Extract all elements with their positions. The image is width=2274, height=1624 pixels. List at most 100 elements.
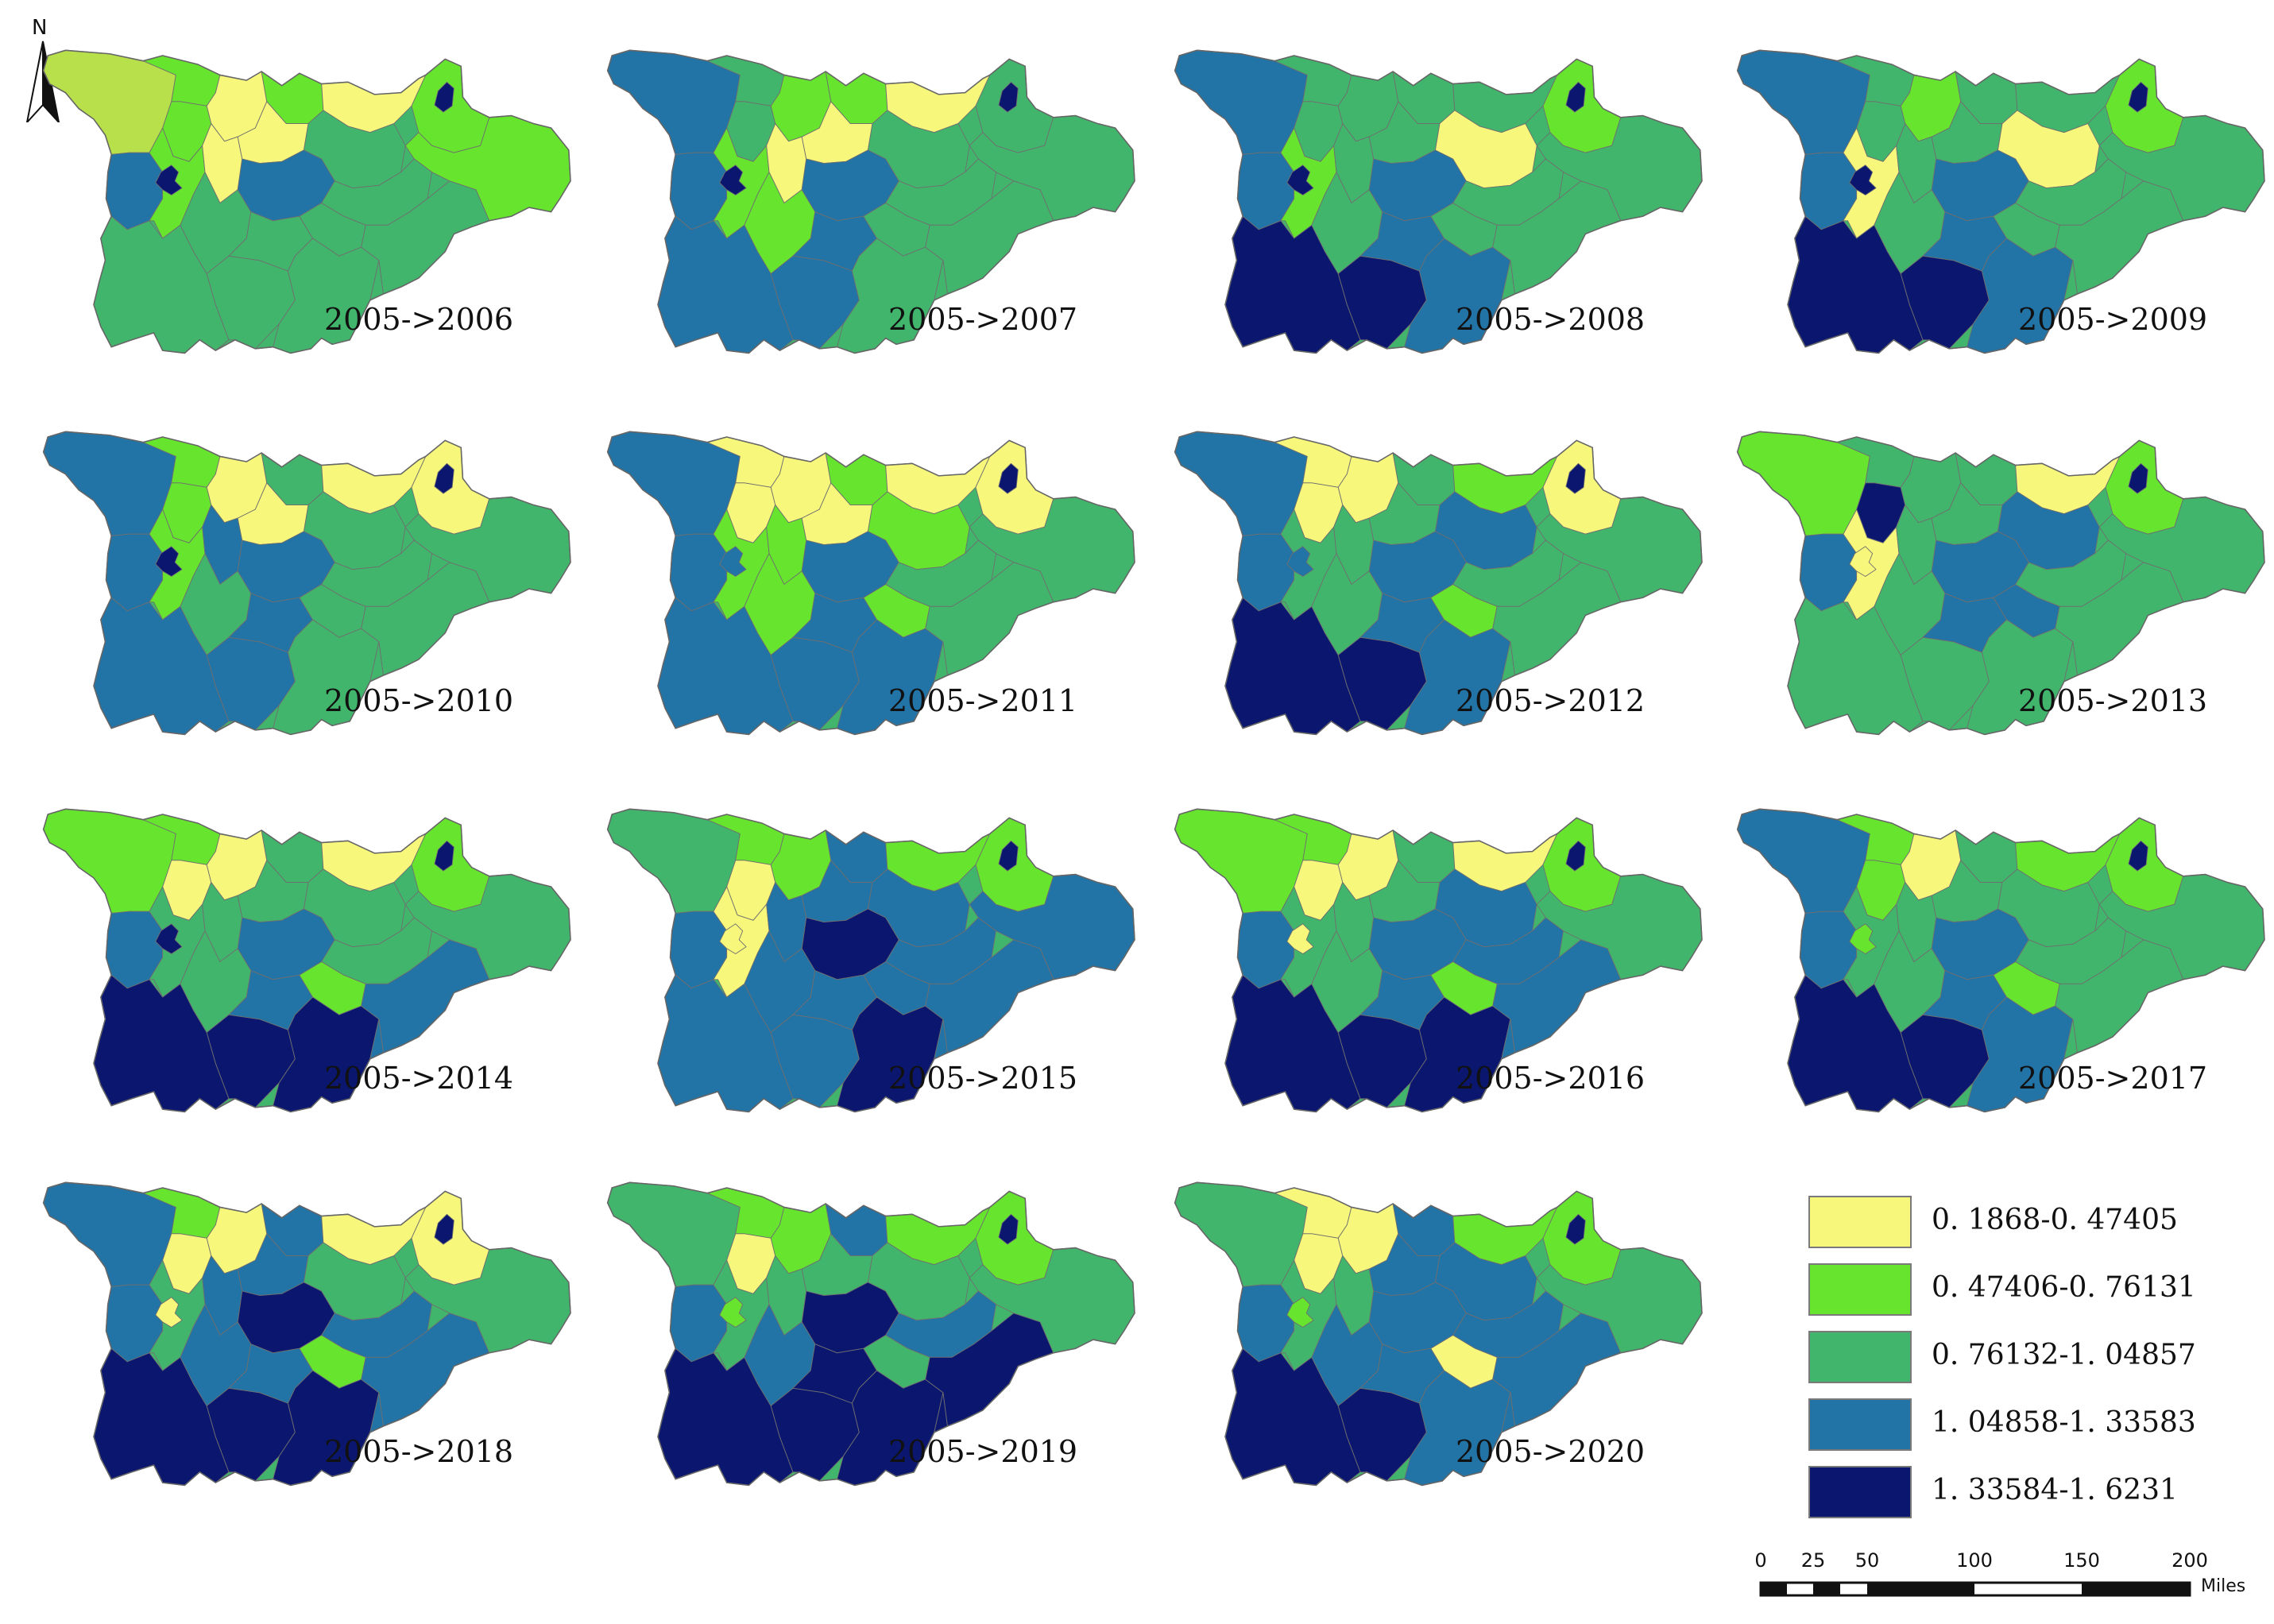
map-region: [719, 1297, 747, 1328]
map-region: [1286, 1297, 1314, 1328]
map-region: [2128, 840, 2148, 872]
map-region: [434, 840, 454, 872]
map-region: [434, 81, 454, 113]
panel-label: 2005->2006: [324, 302, 514, 337]
map-boundary: [606, 808, 1135, 1113]
panel-label: 2005->2012: [1456, 683, 1646, 718]
legend-item: 0. 47406-0. 76131: [1808, 1263, 2253, 1319]
legend: 0. 1868-0. 47405 0. 47406-0. 76131 0. 76…: [1808, 1196, 2253, 1529]
map-boundary: [42, 808, 571, 1113]
panel-label: 2005->2008: [1456, 302, 1646, 337]
map-boundary: [1736, 431, 2265, 736]
map-region: [998, 840, 1019, 872]
legend-swatch: [1808, 1331, 1912, 1383]
panel-label: 2005->2009: [2018, 302, 2208, 337]
scale-bar: 0 25 50 100 150 200 Miles: [1748, 1549, 2264, 1621]
scale-bar-graphic: [1759, 1581, 2191, 1597]
map-region: [1286, 164, 1314, 196]
panel-label: 2005->2017: [2018, 1061, 2208, 1096]
choropleth-map: [606, 49, 1135, 354]
map-panel: 2005->2013: [1724, 421, 2274, 763]
map-panel: 2005->2008: [1162, 40, 1718, 381]
legend-label: 1. 04858-1. 33583: [1932, 1406, 2196, 1439]
choropleth-map: [1736, 431, 2265, 736]
map-region: [155, 164, 183, 196]
map-region: [155, 546, 183, 577]
map-panel: 2005->2010: [30, 421, 586, 763]
map-region: [998, 1213, 1019, 1245]
map-panel: 2005->2015: [594, 798, 1151, 1140]
scale-tick-label: 150: [2063, 1549, 2100, 1572]
legend-item: 1. 04858-1. 33583: [1808, 1398, 2253, 1454]
map-region: [1565, 840, 1586, 872]
legend-swatch: [1808, 1263, 1912, 1316]
legend-label: 0. 76132-1. 04857: [1932, 1339, 2196, 1371]
map-boundary: [42, 1181, 571, 1487]
legend-item: 1. 33584-1. 6231: [1808, 1466, 2253, 1522]
map-region: [155, 923, 183, 954]
map-region: [1565, 81, 1586, 113]
choropleth-map: [1174, 431, 1703, 736]
panel-label: 2005->2020: [1456, 1434, 1646, 1469]
panel-label: 2005->2014: [324, 1061, 514, 1096]
map-panel: 2005->2018: [30, 1172, 586, 1514]
scale-tick-label: 100: [1956, 1549, 1993, 1572]
scale-tick-label: 0: [1754, 1549, 1767, 1572]
scale-tick-label: 200: [2172, 1549, 2208, 1572]
map-region: [998, 81, 1019, 113]
scale-tick-label: 50: [1854, 1549, 1880, 1572]
map-region: [2128, 81, 2148, 113]
choropleth-map: [1736, 49, 2265, 354]
map-boundary: [42, 49, 571, 354]
panel-label: 2005->2019: [888, 1434, 1078, 1469]
map-region: [2128, 462, 2148, 494]
choropleth-map: [1174, 808, 1703, 1113]
choropleth-map: [1174, 1181, 1703, 1487]
map-boundary: [606, 431, 1135, 736]
map-region: [719, 164, 747, 196]
choropleth-map: [606, 431, 1135, 736]
map-panel: 2005->2007: [594, 40, 1151, 381]
choropleth-map: [606, 808, 1135, 1113]
choropleth-map: [1174, 49, 1703, 354]
choropleth-map: [42, 431, 571, 736]
panel-label: 2005->2016: [1456, 1061, 1646, 1096]
map-region: [1286, 546, 1314, 577]
map-boundary: [606, 1181, 1135, 1487]
north-label: N: [32, 16, 48, 40]
legend-label: 0. 47406-0. 76131: [1932, 1271, 2196, 1304]
legend-swatch: [1808, 1196, 1912, 1248]
map-panel: 2005->2019: [594, 1172, 1151, 1514]
map-region: [434, 462, 454, 494]
map-region: [1849, 164, 1877, 196]
map-panel: 2005->2009: [1724, 40, 2274, 381]
scale-tick-label: 25: [1800, 1549, 1826, 1572]
panel-label: 2005->2011: [888, 683, 1078, 718]
scale-unit: Miles: [2201, 1576, 2246, 1596]
map-region: [434, 1213, 454, 1245]
legend-swatch: [1808, 1466, 1912, 1518]
map-boundary: [1736, 49, 2265, 354]
panel-label: 2005->2010: [324, 683, 514, 718]
map-boundary: [1174, 808, 1703, 1113]
map-panel: 2005->2006: [30, 40, 586, 381]
map-panel: 2005->2016: [1162, 798, 1718, 1140]
map-boundary: [1174, 49, 1703, 354]
map-panel: 2005->2017: [1724, 798, 2274, 1140]
map-region: [719, 923, 747, 954]
map-panel: 2005->2012: [1162, 421, 1718, 763]
map-region: [155, 1297, 183, 1328]
map-panel: 2005->2020: [1162, 1172, 1718, 1514]
legend-label: 0. 1868-0. 47405: [1932, 1204, 2178, 1236]
legend-swatch: [1808, 1398, 1912, 1451]
map-boundary: [1174, 431, 1703, 736]
map-boundary: [1736, 808, 2265, 1113]
map-panel: 2005->2014: [30, 798, 586, 1140]
panel-label: 2005->2013: [2018, 683, 2208, 718]
panel-label: 2005->2007: [888, 302, 1078, 337]
map-region: [1849, 546, 1877, 577]
panel-label: 2005->2018: [324, 1434, 514, 1469]
panel-label: 2005->2015: [888, 1061, 1078, 1096]
choropleth-map: [42, 1181, 571, 1487]
map-boundary: [606, 49, 1135, 354]
